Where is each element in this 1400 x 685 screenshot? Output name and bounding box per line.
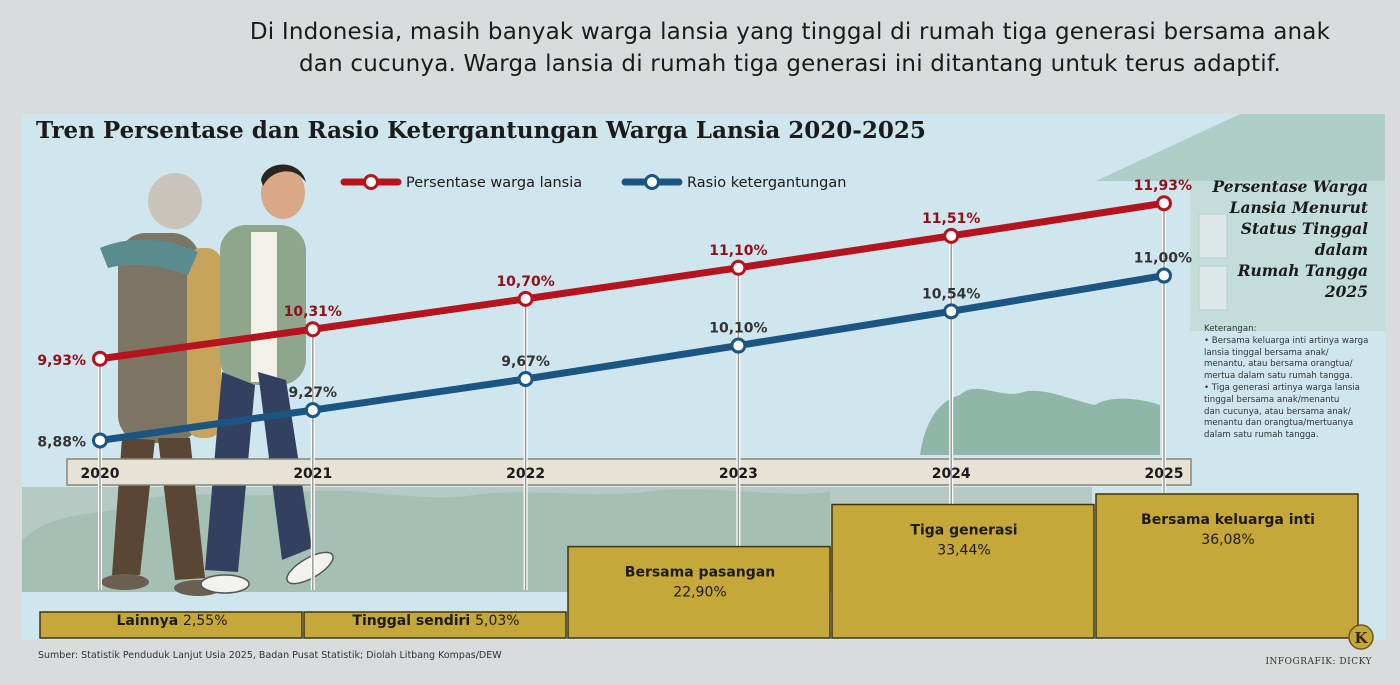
data-point bbox=[730, 337, 747, 354]
notes-line: menantu, atau bersama orangtua/ bbox=[1204, 359, 1353, 370]
credit: INFOGRAFIK: DICKY bbox=[1265, 657, 1372, 667]
bar-category: Bersama pasangan bbox=[625, 565, 775, 581]
data-label: 10,70% bbox=[496, 274, 554, 290]
notes-line: tinggal bersama anak/menantu bbox=[1204, 394, 1340, 405]
status-bar bbox=[567, 545, 831, 639]
bar-value: 33,44% bbox=[937, 543, 990, 559]
data-label: 9,93% bbox=[37, 353, 86, 369]
data-label: 9,67% bbox=[501, 354, 550, 370]
legend-marker-lansia bbox=[363, 174, 379, 190]
headline: Di Indonesia, masih banyak warga lansia … bbox=[190, 16, 1390, 80]
bar-label: Tinggal sendiri 5,03% bbox=[352, 613, 519, 629]
side-title-line: 2025 bbox=[1324, 282, 1368, 301]
notes-line: • Tiga generasi artinya warga lansia bbox=[1204, 382, 1360, 393]
data-label: 10,31% bbox=[284, 304, 342, 320]
bar-value: 36,08% bbox=[1201, 532, 1254, 548]
x-tick-label: 2020 bbox=[81, 466, 120, 482]
status-bar bbox=[1095, 493, 1359, 639]
side-title: Persentase Warga Lansia Menurut Status T… bbox=[1178, 176, 1368, 302]
bar-category: Lainnya bbox=[116, 613, 183, 629]
data-point bbox=[304, 321, 321, 338]
series-line bbox=[96, 199, 1168, 363]
data-label: 8,88% bbox=[37, 434, 86, 450]
data-label: 10,54% bbox=[922, 286, 980, 302]
data-point bbox=[517, 290, 534, 307]
data-point bbox=[517, 371, 534, 387]
year-axis-band bbox=[66, 458, 1192, 486]
chart-legend: Persentase warga lansia Rasio ketergantu… bbox=[340, 174, 846, 191]
notes-heading: Keterangan: bbox=[1204, 324, 1257, 334]
notes-line: dan cucunya, atau bersama anak/ bbox=[1204, 406, 1351, 417]
logo-circle bbox=[1348, 624, 1374, 650]
data-point bbox=[92, 432, 108, 449]
bar-category: Bersama keluarga inti bbox=[1141, 512, 1315, 528]
x-tick-label: 2022 bbox=[506, 466, 545, 482]
source-note: Sumber: Statistik Penduduk Lanjut Usia 2… bbox=[38, 650, 502, 661]
data-point bbox=[92, 350, 108, 367]
side-title-line: Persentase Warga bbox=[1212, 177, 1368, 196]
tree-silhouette bbox=[920, 388, 1160, 455]
legend-label-lansia: Persentase warga lansia bbox=[406, 175, 582, 191]
notes-line: • Bersama keluarga inti artinya warga bbox=[1204, 335, 1369, 346]
status-bar bbox=[831, 503, 1095, 639]
data-point bbox=[943, 303, 960, 320]
x-tick-label: 2024 bbox=[932, 466, 971, 482]
data-point bbox=[1156, 267, 1172, 284]
data-point bbox=[1156, 195, 1172, 212]
data-label: 11,00% bbox=[1134, 251, 1192, 267]
data-label: 11,10% bbox=[709, 243, 767, 259]
side-title-line: Lansia Menurut bbox=[1229, 198, 1368, 217]
headline-line-2: dan cucunya. Warga lansia di rumah tiga … bbox=[299, 51, 1281, 77]
side-title-line: Rumah Tangga bbox=[1237, 261, 1368, 280]
bar-value: 2,55% bbox=[183, 613, 227, 629]
x-tick-label: 2025 bbox=[1145, 466, 1184, 482]
data-label: 11,51% bbox=[922, 211, 980, 227]
x-tick-label: 2021 bbox=[293, 466, 332, 482]
side-title-line: dalam bbox=[1314, 240, 1368, 259]
notes-line: menantu dan orangtua/mertuanya bbox=[1204, 418, 1354, 429]
notes-line: dalam satu rumah tangga. bbox=[1204, 430, 1319, 441]
series-line bbox=[96, 272, 1168, 444]
data-label: 10,10% bbox=[709, 321, 767, 337]
bar-category: Tiga generasi bbox=[910, 523, 1017, 539]
data-label: 11,93% bbox=[1134, 178, 1192, 194]
data-point bbox=[943, 227, 960, 244]
kompas-logo: K bbox=[1348, 624, 1374, 650]
status-bar bbox=[39, 611, 303, 639]
legend-marker-rasio bbox=[644, 174, 660, 190]
notes-line: lansia tinggal bersama anak/ bbox=[1204, 347, 1329, 358]
chart-title: Tren Persentase dan Rasio Ketergantungan… bbox=[36, 117, 926, 144]
bar-category: Tinggal sendiri bbox=[352, 613, 475, 629]
data-point bbox=[304, 402, 321, 419]
status-bar bbox=[303, 611, 567, 639]
notes-line: mertua dalam satu rumah tangga. bbox=[1204, 371, 1353, 382]
house-window bbox=[1198, 265, 1228, 311]
logo-letter: K bbox=[1354, 629, 1368, 647]
bar-value: 22,90% bbox=[673, 585, 726, 601]
bar-label: Lainnya 2,55% bbox=[116, 613, 227, 629]
x-tick-label: 2023 bbox=[719, 466, 758, 482]
data-label: 9,27% bbox=[289, 385, 338, 401]
side-title-line: Status Tinggal bbox=[1240, 219, 1368, 238]
legend-label-rasio: Rasio ketergantungan bbox=[687, 175, 846, 191]
data-point bbox=[730, 259, 747, 276]
notes: Keterangan: • Bersama keluarga inti arti… bbox=[1204, 324, 1380, 442]
house-roof bbox=[1096, 114, 1385, 181]
headline-line-1: Di Indonesia, masih banyak warga lansia … bbox=[249, 19, 1331, 45]
bar-value: 5,03% bbox=[475, 613, 519, 629]
house-window bbox=[1198, 213, 1228, 259]
